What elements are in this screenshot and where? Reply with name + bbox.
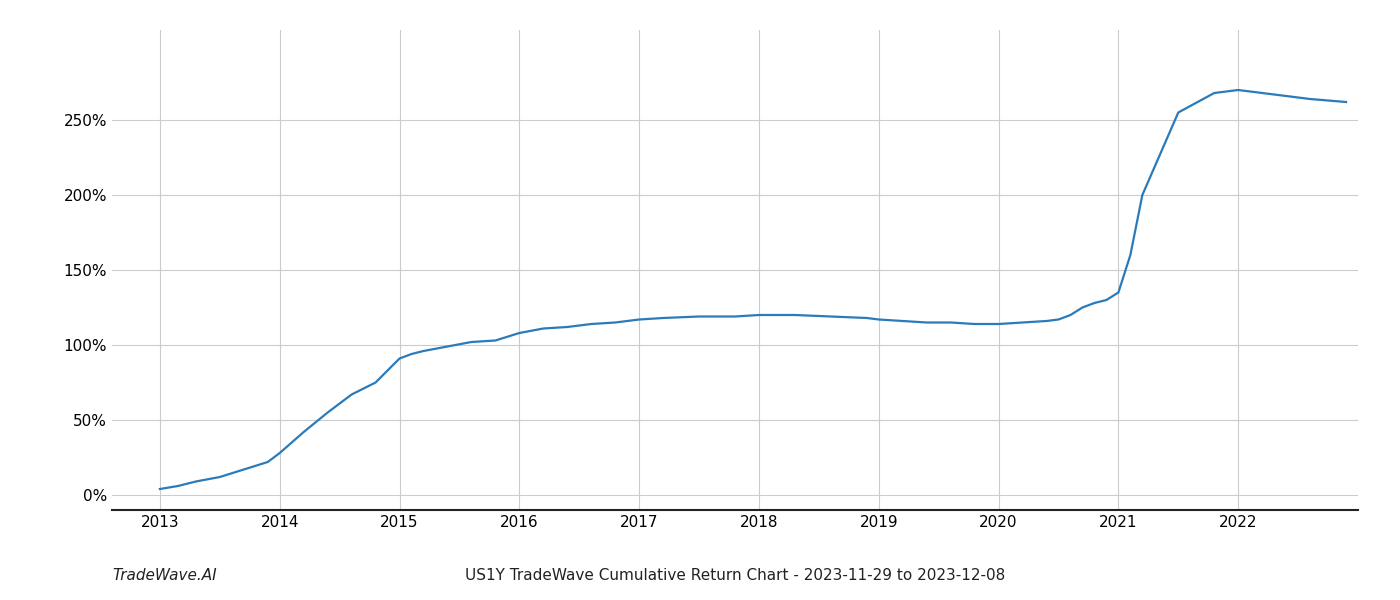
Text: TradeWave.AI: TradeWave.AI (112, 568, 217, 583)
Text: US1Y TradeWave Cumulative Return Chart - 2023-11-29 to 2023-12-08: US1Y TradeWave Cumulative Return Chart -… (465, 568, 1005, 583)
